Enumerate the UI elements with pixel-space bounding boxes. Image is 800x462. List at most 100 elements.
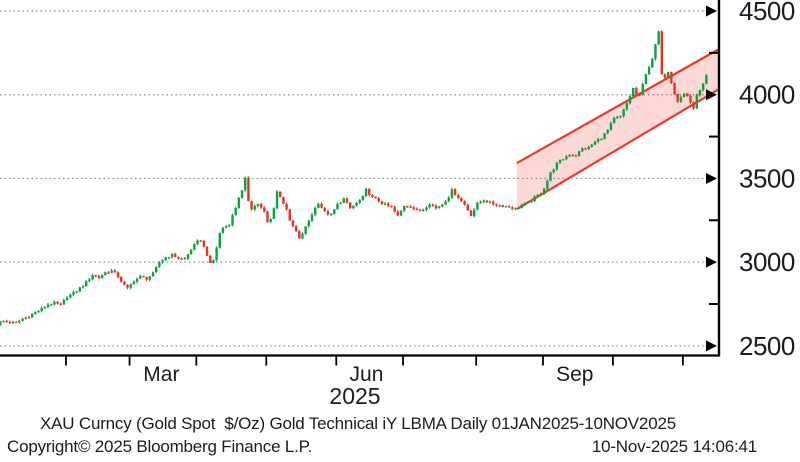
y-axis-tick-label: 3000: [739, 247, 795, 277]
candle-body: [43, 307, 47, 309]
candle-body: [434, 205, 438, 209]
candle-body: [148, 276, 152, 280]
candle-body: [546, 180, 549, 190]
candle-body: [8, 321, 12, 324]
candle-body: [654, 44, 657, 59]
candle-body: [310, 214, 314, 221]
candle-body: [205, 246, 209, 256]
candle-body: [164, 257, 167, 261]
candle-body: [94, 275, 97, 277]
candle-body: [69, 294, 72, 298]
candle-body: [593, 141, 597, 145]
candle-body: [237, 197, 241, 209]
channel-lower-line: [516, 88, 720, 211]
candle-body: [635, 88, 638, 95]
candle-body: [139, 276, 142, 279]
candle-body: [358, 199, 361, 203]
candle-body: [374, 196, 377, 199]
candle-body: [457, 195, 460, 198]
candle-body: [151, 272, 155, 277]
candle-body: [50, 304, 53, 306]
candle-body: [116, 272, 120, 278]
y-axis-tick-label: 3500: [739, 163, 795, 193]
candle-body: [352, 205, 355, 209]
candle-body: [221, 227, 225, 234]
candle-body: [549, 172, 552, 181]
candle-body: [368, 188, 371, 195]
candle-body: [253, 205, 256, 210]
candle-body: [317, 203, 320, 209]
candle-body: [488, 201, 492, 203]
y-tick-arrow-icon: [706, 256, 717, 268]
candle-body: [215, 247, 218, 261]
candle-body: [301, 233, 304, 239]
candle-body: [193, 244, 196, 250]
candle-body: [0, 321, 2, 325]
candle-body: [132, 281, 136, 285]
candle-body: [651, 58, 654, 68]
candle-body: [441, 204, 444, 207]
candle-body: [371, 194, 374, 197]
candle-body: [145, 277, 148, 280]
candle-body: [62, 299, 66, 305]
candle-body: [100, 275, 104, 278]
candle-body: [40, 308, 43, 311]
candle-body: [53, 301, 56, 305]
x-axis-labels: Mar Jun Sep: [143, 363, 593, 386]
candle-body: [298, 231, 301, 239]
trend-channel: [516, 48, 720, 211]
candle-body: [126, 284, 129, 288]
candle-body: [676, 94, 679, 102]
candle-body: [403, 206, 406, 211]
candle-body: [72, 291, 75, 295]
candle-body: [647, 67, 651, 75]
candle-body: [689, 95, 692, 103]
candle-body: [492, 201, 495, 205]
candle-body: [336, 203, 339, 210]
candle-body: [91, 275, 94, 280]
candle-body: [409, 206, 412, 208]
candle-body: [460, 197, 463, 201]
y-axis-tick-label: 4000: [739, 80, 795, 110]
candle-body: [231, 215, 234, 226]
candle-body: [256, 204, 260, 206]
y-tick-arrow-icon: [706, 172, 717, 184]
candle-body: [177, 257, 180, 259]
candle-body: [110, 270, 113, 273]
candle-body: [558, 160, 562, 163]
candle-body: [155, 266, 158, 273]
candle-body: [565, 156, 568, 160]
gold-candlestick-chart[interactable]: 4500 4000 3500 3000 2500 Mar Jun Sep 2025: [0, 0, 800, 412]
candle-body: [666, 72, 670, 78]
candle-body: [314, 208, 317, 215]
candle-body: [361, 195, 365, 200]
candle-body: [600, 138, 603, 141]
candle-body: [603, 133, 606, 139]
candle-body: [81, 286, 85, 288]
candle-body: [244, 177, 247, 191]
y-axis-tick-label: 2500: [739, 331, 795, 361]
copyright-text: Copyright© 2025 Bloomberg Finance L.P.: [7, 437, 313, 456]
candle-body: [485, 200, 489, 203]
candle-body: [673, 82, 676, 95]
candle-body: [657, 31, 660, 45]
candle-body: [686, 93, 689, 96]
candle-body: [396, 211, 400, 216]
y-tick-arrow-icon: [706, 89, 717, 101]
candle-body: [212, 260, 215, 263]
candle-body: [612, 117, 616, 124]
candle-body: [202, 240, 206, 247]
candle-body: [539, 194, 543, 196]
candle-body: [482, 200, 485, 202]
candle-body: [581, 148, 584, 152]
candle-body: [415, 208, 419, 211]
candle-body: [24, 317, 28, 319]
candle-body: [326, 211, 330, 215]
candle-body: [279, 191, 282, 197]
candle-body: [387, 203, 390, 206]
candle-body: [30, 313, 34, 318]
candle-body: [530, 201, 533, 203]
candle-body: [263, 207, 266, 212]
x-axis-year-label: 2025: [329, 383, 380, 409]
candle-body: [27, 317, 31, 319]
